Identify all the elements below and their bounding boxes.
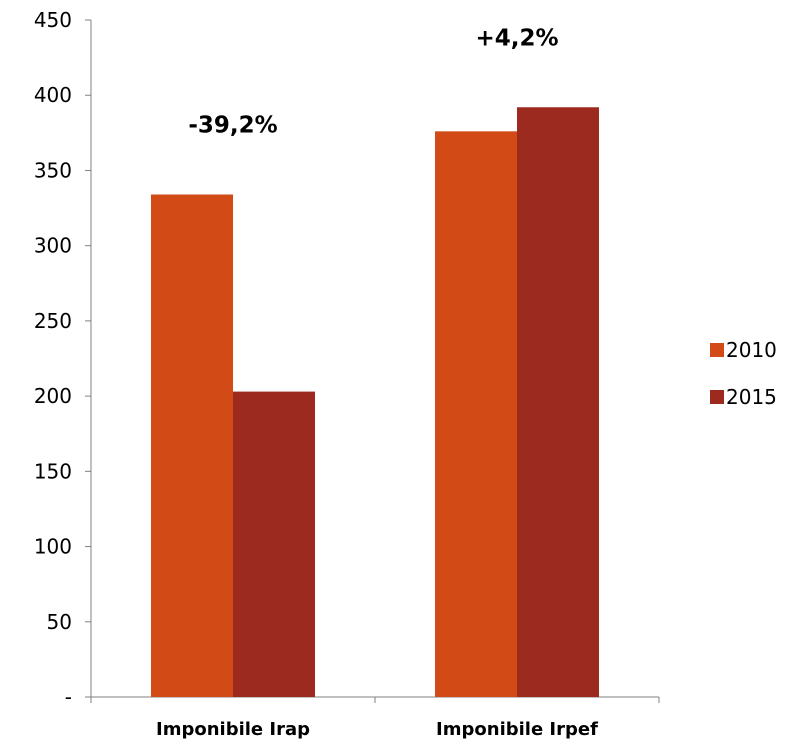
legend-label-2015: 2015 (726, 385, 777, 409)
bar-2015-irap (233, 391, 315, 697)
x-category-label: Imponibile Irap (156, 719, 310, 740)
y-tick-label: 350 (34, 158, 72, 182)
y-tick-label: - (65, 685, 72, 709)
y-tick-label: 100 (34, 535, 72, 559)
x-axis: Imponibile Irap Imponibile Irpef (90, 696, 660, 740)
y-axis: - 50 100 150 200 250 300 350 400 450 (34, 8, 92, 709)
change-annotation: -39,2% (188, 113, 277, 139)
y-tick-label: 300 (34, 234, 72, 258)
bar-2015-irpef (517, 107, 599, 698)
y-tick-label: 250 (34, 309, 72, 333)
y-tick-label: 400 (34, 83, 72, 107)
bars (151, 107, 599, 698)
bar-2010-irpef (435, 131, 517, 698)
y-tick-label: 150 (34, 459, 72, 483)
legend-swatch-2010 (710, 343, 724, 357)
y-tick-label: 50 (47, 610, 72, 634)
legend: 2010 2015 (710, 338, 777, 409)
y-tick-label: 450 (34, 8, 72, 32)
legend-swatch-2015 (710, 390, 724, 404)
change-annotation: +4,2% (475, 25, 558, 51)
bar-2010-irap (151, 194, 233, 697)
x-category-label: Imponibile Irpef (436, 719, 598, 740)
legend-label-2010: 2010 (726, 338, 777, 362)
annotations: -39,2% +4,2% (188, 25, 558, 138)
y-tick-label: 200 (34, 384, 72, 408)
